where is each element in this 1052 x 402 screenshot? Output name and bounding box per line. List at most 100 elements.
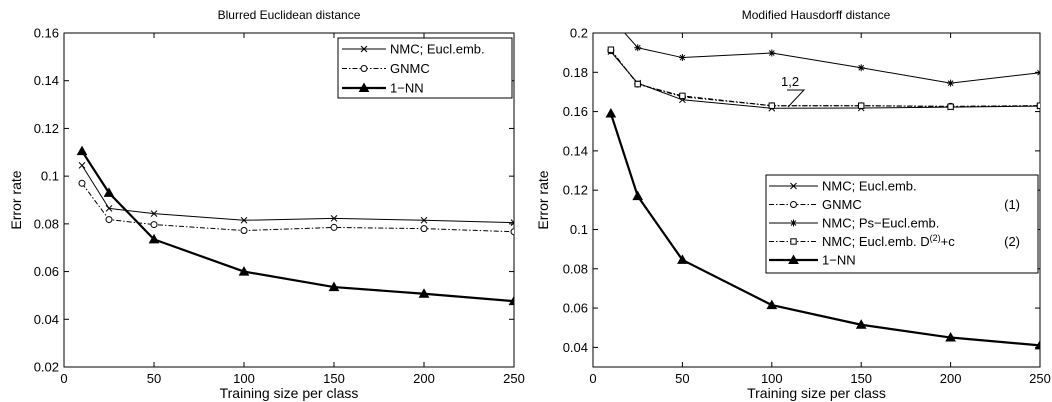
legend-marker — [360, 45, 368, 53]
legend-label-4: 1−NN — [822, 253, 856, 268]
legend-marker — [790, 201, 797, 208]
x-tick-label: 200 — [940, 371, 962, 386]
data-point — [420, 225, 428, 233]
legend: NMC; Eucl.emb. GNMC (1) NMC; Ps−Eucl.emb. NM… — [765, 174, 1039, 274]
y-tick-label: 0.16 — [34, 26, 59, 41]
y-tick-label: 0.1 — [570, 222, 588, 237]
x-tick-label: 250 — [1029, 371, 1051, 386]
data-point — [1036, 102, 1040, 109]
data-point — [947, 79, 955, 87]
data-point — [607, 14, 614, 21]
y-axis-label: Error rate — [8, 170, 24, 229]
chart-modified-hausdorff: Modified Hausdorff distance 0 50 100 150 200 2… — [535, 8, 1051, 401]
x-tick-label: 100 — [761, 371, 783, 386]
x-tick-label: 0 — [60, 371, 67, 386]
legend-label-text: 1−NN — [390, 81, 424, 96]
data-point — [240, 227, 248, 235]
series-line-2 — [624, 33, 1040, 84]
data-point — [78, 162, 86, 169]
data-point — [858, 102, 865, 109]
x-tick-label: 0 — [589, 371, 596, 386]
data-point — [330, 215, 338, 222]
y-tick-label: 0.12 — [563, 183, 588, 198]
legend-label-3: NMC; Eucl.emb. D(2)+c — [822, 233, 955, 249]
chart-title: Modified Hausdorff distance — [742, 8, 891, 22]
y-tick-label: 0.04 — [34, 312, 59, 327]
x-tick-label: 50 — [675, 371, 689, 386]
data-point — [238, 266, 250, 276]
y-tick-label: 0.16 — [563, 104, 588, 119]
legend-marker — [790, 219, 797, 227]
legend-marker — [788, 254, 799, 264]
x-tick-label: 150 — [323, 371, 345, 386]
data-point — [420, 216, 428, 224]
legend-label-1: GNMC — [822, 197, 862, 212]
y-tick-label: 0.18 — [563, 65, 588, 80]
data-point — [510, 219, 514, 227]
series-line-0 — [81, 165, 514, 224]
data-point — [947, 103, 954, 110]
y-tick-label: 0.12 — [34, 121, 59, 136]
y-tick-label: 0.08 — [563, 261, 588, 276]
axes-frame — [63, 32, 515, 368]
axes-frame — [592, 32, 1041, 368]
data-point — [857, 64, 865, 72]
data-point — [677, 254, 688, 264]
data-point — [1034, 339, 1040, 350]
legend-label-sup: (2) — [930, 233, 941, 243]
legend-label-0: NMC; Eucl.emb. — [390, 42, 485, 57]
y-tick-label: 0.02 — [34, 360, 59, 375]
data-point — [78, 179, 86, 187]
data-point — [855, 319, 867, 329]
y-tick-label: 0.14 — [563, 143, 588, 158]
legend-marker — [360, 65, 368, 72]
legend-label-text: NMC; Eucl.emb. — [390, 42, 485, 57]
y-tick-label: 0.1 — [41, 169, 59, 184]
legend-label-2: 1−NN — [390, 81, 424, 96]
data-point — [605, 108, 617, 118]
data-point — [103, 187, 115, 197]
chart-title: Blurred Euclidean distance — [218, 8, 361, 22]
data-point — [634, 44, 642, 52]
legend-label-text: NMC; Eucl.emb. — [822, 179, 917, 194]
legend-label-text: GNMC — [390, 61, 430, 76]
series-line-2 — [81, 150, 514, 303]
series-line-1 — [610, 50, 1040, 107]
legend-marker — [358, 82, 370, 92]
data-point — [634, 80, 641, 88]
data-point — [607, 46, 615, 53]
data-point — [510, 228, 514, 236]
data-point — [508, 295, 514, 306]
legend-label-suffix: +c — [941, 234, 956, 249]
y-tick-label: 0.2 — [570, 26, 588, 41]
legend-label-text: GNMC — [822, 197, 862, 212]
series-line-3 — [610, 49, 1040, 108]
y-axis-label: Error rate — [535, 170, 551, 229]
data-point — [1036, 69, 1040, 77]
data-point — [768, 49, 776, 57]
legend-note-3: (2) — [1004, 234, 1020, 249]
x-axis-label: Training size per class — [747, 385, 886, 401]
series-line-1 — [81, 183, 514, 233]
data-point — [150, 221, 158, 229]
legend-label-0: NMC; Eucl.emb. — [822, 179, 917, 194]
data-point — [240, 216, 248, 224]
series-group — [76, 145, 514, 306]
x-tick-label: 200 — [413, 371, 435, 386]
data-point — [76, 145, 88, 156]
data-point — [632, 190, 644, 201]
y-tick-label: 0.06 — [34, 264, 59, 279]
legend-label-1: GNMC — [390, 61, 430, 76]
y-tick-label: 0.14 — [34, 73, 59, 88]
data-point — [679, 92, 686, 100]
x-tick-label: 150 — [850, 371, 872, 386]
data-point — [768, 102, 775, 109]
x-tick-label: 100 — [233, 371, 255, 386]
legend-label-text: 1−NN — [822, 253, 856, 268]
legend-label-2: NMC; Ps−Eucl.emb. — [822, 216, 939, 231]
data-point — [328, 281, 340, 292]
annotation-label: 1,2 — [781, 74, 799, 89]
data-point — [105, 204, 113, 212]
data-point — [418, 288, 430, 298]
